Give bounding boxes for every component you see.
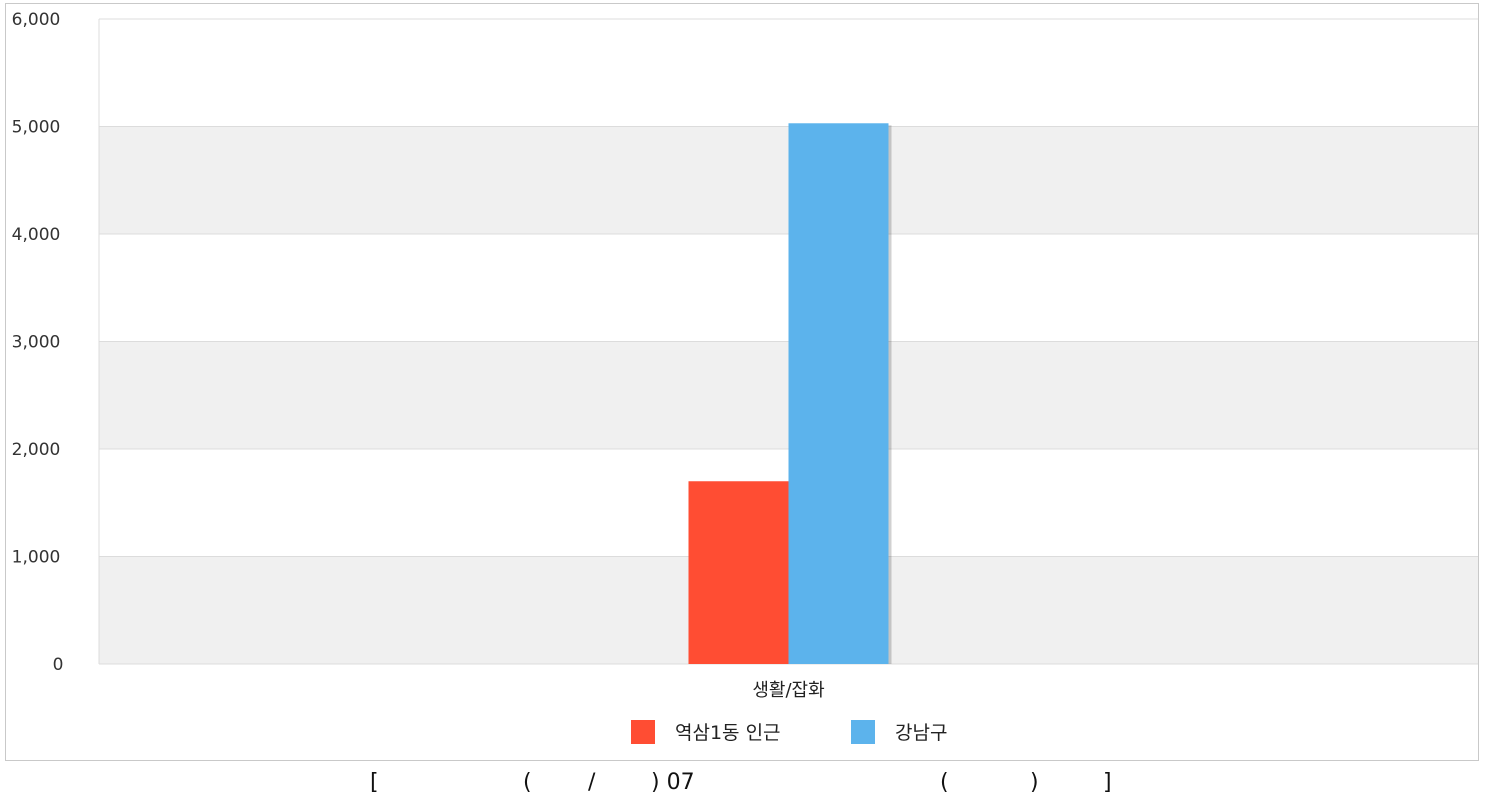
caption-slash: / [588,770,596,795]
legend-swatch-2 [851,720,875,744]
x-tick-label: 생활/잡화 [752,680,824,701]
caption-open-bracket: [ [370,770,379,795]
caption-open-paren: ( [523,770,532,795]
bar-chart: 0 1,000 2,000 3,000 4,000 5,000 6,000 생활/잡화역삼1동… [12,10,1478,744]
y-tick-label: 1,000 [12,548,61,568]
legend-swatch-1 [631,720,655,744]
bar-2 [788,123,889,664]
y-tick-label: 6,000 [12,10,61,30]
caption-close-paren-07: ) 07 [651,770,695,795]
y-tick-label: 2,000 [12,440,61,460]
y-tick-label: 5,000 [12,118,61,138]
y-tick-label: 3,000 [12,333,61,353]
caption-open-paren-2: ( [940,770,949,795]
bar-1 [688,481,789,664]
legend-label-1: 역삼1동 인근 [675,722,781,744]
y-tick-label: 4,000 [12,225,61,245]
grid-band [99,19,1478,127]
legend-label-2: 강남구 [895,722,947,744]
caption-close-paren-2: ) [1030,770,1039,795]
chart-caption: [ ( / ) 07 ( ) ] [0,770,1486,804]
y-tick-label: 0 [53,655,64,675]
caption-close-bracket: ] [1103,770,1112,795]
